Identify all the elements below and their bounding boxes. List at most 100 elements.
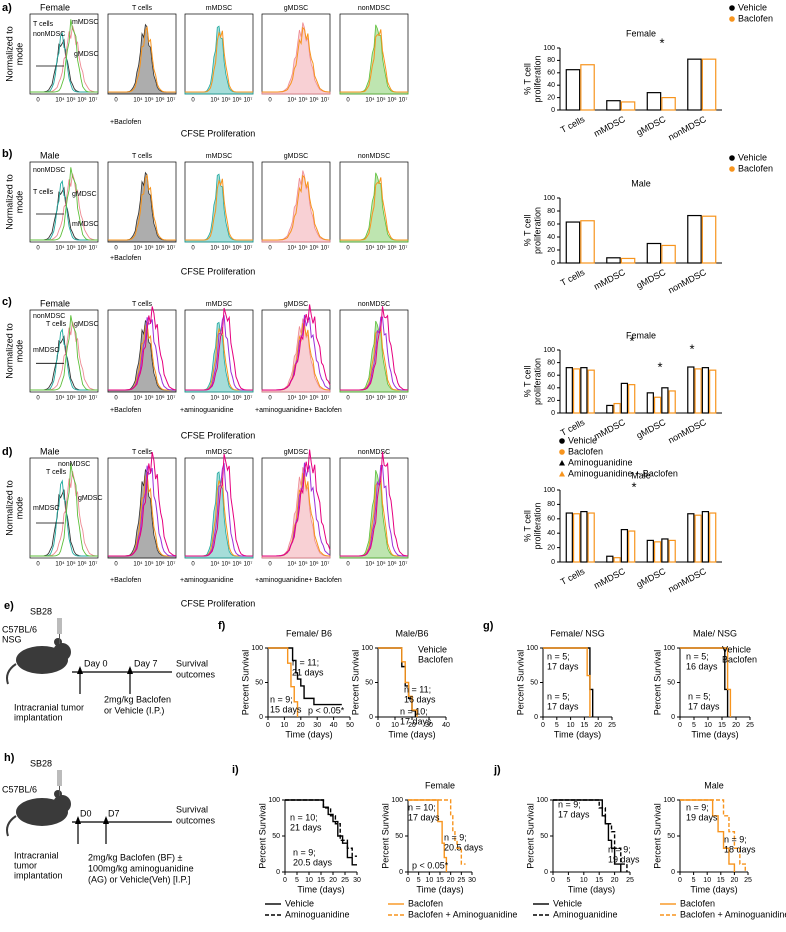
legend-label: Vehicle — [418, 644, 447, 654]
annotation: n = 9; — [270, 694, 293, 704]
annotation: n = 9; — [724, 834, 747, 844]
x-tick-label: 10⁷ — [399, 245, 408, 252]
histogram-overlay — [262, 174, 331, 241]
bar — [606, 257, 621, 264]
y-tick-label: 20 — [547, 397, 555, 404]
x-tick-label: 10⁶ — [77, 395, 87, 402]
x-tick-label: 10⁶ — [232, 395, 242, 402]
histogram-overlay — [340, 451, 409, 557]
bar — [687, 366, 695, 414]
histogram-overlay — [340, 306, 409, 391]
bar — [606, 404, 614, 414]
implant-label: Intracranial tumor — [14, 702, 84, 712]
x-tick-label: 10⁴ — [365, 245, 375, 252]
significance: * — [659, 35, 664, 50]
x-tick-label: 10 — [305, 877, 313, 884]
panel-title: nonMDSC — [358, 301, 390, 308]
annotation: 19 days — [686, 812, 718, 822]
annotation: n = 11; — [292, 657, 319, 667]
legend-label: Vehicle — [722, 644, 751, 654]
histogram-frame — [29, 309, 99, 393]
implant-label: implantation — [14, 870, 63, 880]
x-tick-label: 0 — [346, 246, 350, 252]
histogram-overlay — [108, 452, 177, 557]
x-tick-label: 10⁵ — [298, 245, 308, 252]
bar — [701, 58, 717, 111]
panel-title: mMDSC — [206, 449, 232, 456]
x-tick-label: 0 — [191, 396, 195, 402]
x-tick-label: 10⁶ — [387, 245, 397, 252]
x-tick-label: nonMDSC — [666, 417, 708, 446]
panel-label: c) — [2, 296, 12, 308]
x-tick-label: 0 — [114, 562, 118, 568]
x-tick-label: 30 — [353, 877, 361, 884]
annotation: 21 days — [290, 822, 322, 832]
panel-title: T cells — [132, 153, 153, 160]
x-tick-label: 0 — [346, 562, 350, 568]
x-tick-label: 10⁶ — [155, 561, 165, 568]
y-tick-label: 0 — [544, 869, 548, 876]
y-tick-label: 50 — [530, 679, 538, 686]
y-tick-label: 0 — [369, 714, 373, 721]
histogram — [184, 25, 254, 95]
arrow-head — [127, 666, 133, 674]
x-axis-label: CFSE Proliferation — [181, 128, 256, 138]
x-tick-label: 0 — [283, 877, 287, 884]
x-tick-label: 10⁵ — [144, 561, 154, 568]
panel-label: b) — [2, 148, 13, 160]
outcome-label: Survival — [176, 658, 208, 668]
annotation: 19 days — [608, 854, 640, 864]
histogram — [30, 321, 99, 391]
tumor-label: SB28 — [30, 758, 52, 768]
population-label: mMDSC — [33, 505, 59, 512]
survival-curve — [268, 647, 342, 706]
bar — [646, 539, 654, 563]
y-axis-label: % T cell — [522, 366, 532, 398]
bar — [587, 512, 595, 563]
histogram-overlay — [262, 26, 331, 93]
survival-curve — [680, 799, 746, 872]
implant-label: tumor — [14, 860, 37, 870]
x-tick-label: 0 — [36, 246, 40, 252]
x-tick-label: 5 — [692, 877, 696, 884]
bar — [653, 396, 662, 414]
histogram-frame — [29, 161, 99, 243]
annotation: n = 5; — [686, 651, 709, 661]
x-tick-label: T cells — [559, 566, 587, 587]
bar — [701, 511, 710, 563]
x-tick-label: 0 — [36, 562, 40, 568]
x-tick-label: 10⁷ — [321, 97, 330, 104]
arrow-head — [77, 666, 83, 674]
y-axis-label: Normalized to — [4, 480, 14, 536]
x-axis-label: CFSE Proliferation — [181, 266, 256, 276]
x-tick-label: 10⁷ — [399, 395, 408, 402]
x-tick-label: 10⁵ — [66, 395, 76, 402]
x-tick-label: 10⁴ — [55, 97, 65, 104]
y-axis-label: Normalized to — [4, 323, 14, 379]
y-tick-label: 80 — [547, 501, 555, 508]
x-tick-label: 10⁷ — [89, 245, 98, 252]
population-label: mMDSC — [72, 19, 98, 26]
legend-marker — [559, 460, 565, 466]
x-axis-label: Time (days) — [691, 729, 738, 739]
legend-marker — [729, 166, 735, 172]
x-tick-label: 10⁶ — [77, 561, 87, 568]
panel-title: nonMDSC — [358, 153, 390, 160]
x-tick-label: 10⁴ — [210, 561, 220, 568]
panel-title: mMDSC — [206, 5, 232, 12]
x-tick-label: 10⁶ — [77, 97, 87, 104]
annotation: n = 10; — [408, 802, 436, 812]
x-tick-label: 10⁵ — [376, 395, 386, 402]
x-tick-label: 0 — [191, 98, 195, 104]
histogram — [184, 471, 254, 559]
x-tick-label: 10⁵ — [221, 245, 231, 252]
bar — [587, 369, 595, 414]
bar — [620, 101, 636, 111]
y-tick-label: 50 — [667, 833, 675, 840]
bar — [653, 541, 662, 563]
x-tick-label: 0 — [678, 877, 682, 884]
x-tick-label: 0 — [36, 98, 40, 104]
annotation: 17 days — [547, 701, 579, 711]
chart-title: Male — [704, 780, 724, 790]
panel-label: d) — [2, 446, 13, 458]
